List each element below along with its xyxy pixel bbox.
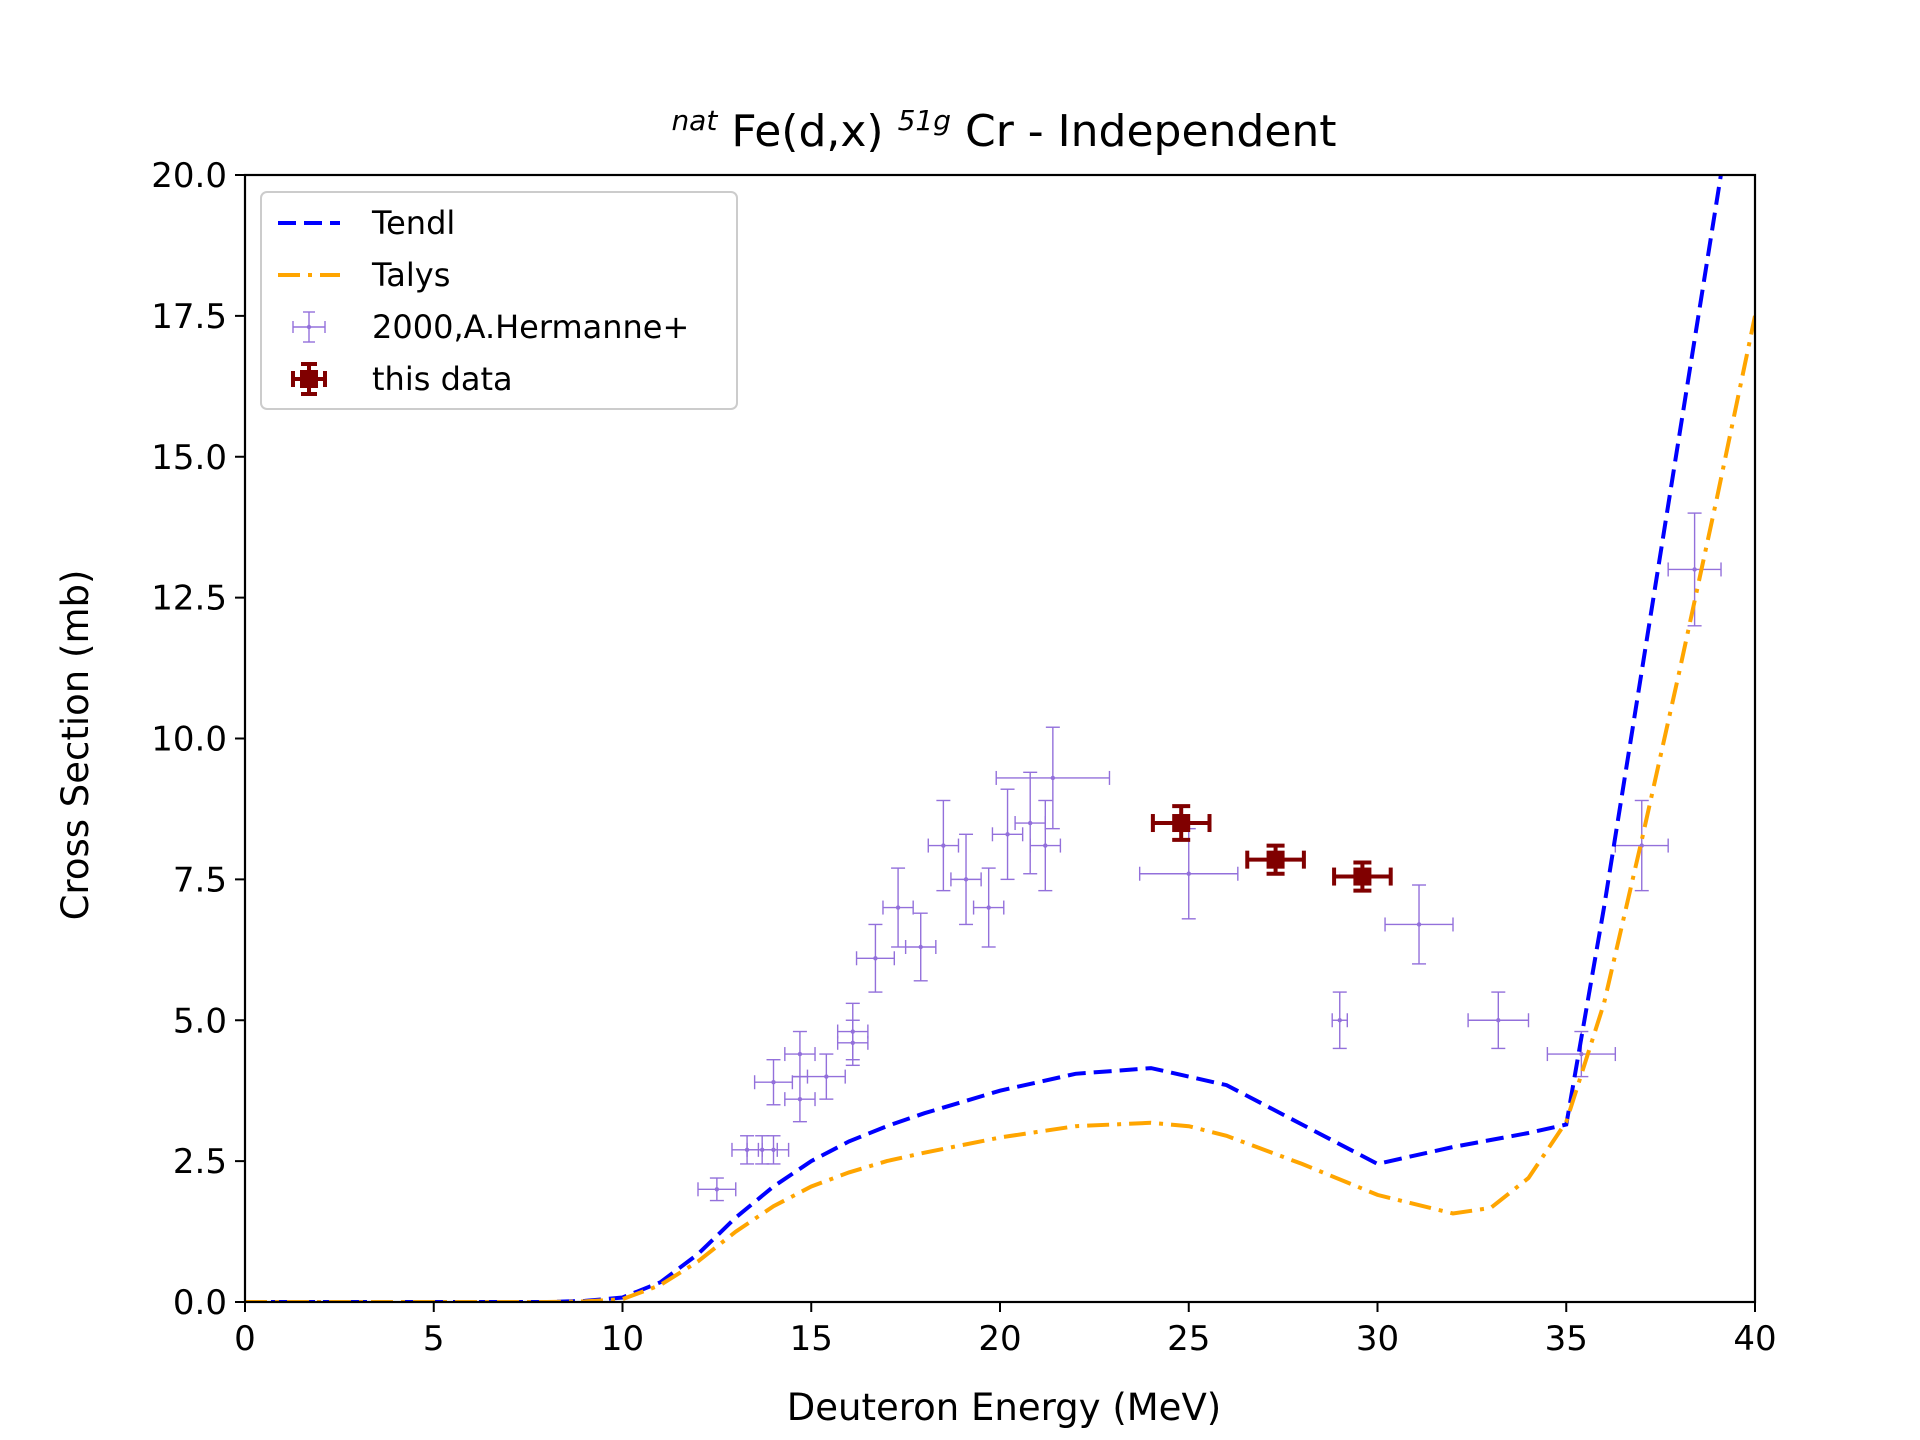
title-superscript-pre: nat bbox=[671, 104, 718, 137]
this-data-marker-0 bbox=[1172, 814, 1191, 833]
x-tick-label-40: 40 bbox=[1733, 1319, 1776, 1359]
hermanne-point-4 bbox=[753, 1058, 794, 1106]
this-data-point-2 bbox=[1332, 860, 1393, 893]
hermanne-marker-13 bbox=[941, 843, 946, 848]
series-hermanne bbox=[697, 512, 1722, 1202]
hermanne-point-7 bbox=[806, 1053, 846, 1100]
hermanne-marker-26 bbox=[1692, 567, 1697, 572]
hermanne-point-16 bbox=[991, 788, 1024, 881]
hermanne-marker-5 bbox=[797, 1096, 803, 1102]
hermanne-marker-0 bbox=[714, 1187, 720, 1192]
hermanne-point-12 bbox=[904, 912, 937, 982]
hermanne-point-20 bbox=[1138, 827, 1239, 920]
hermanne-marker-15 bbox=[986, 905, 991, 910]
hermanne-point-6 bbox=[784, 1030, 816, 1078]
x-tick-label-5: 5 bbox=[423, 1319, 445, 1359]
hermanne-point-0 bbox=[697, 1177, 737, 1202]
hermanne-point-9 bbox=[836, 1002, 869, 1061]
hermanne-point-25 bbox=[1614, 799, 1669, 892]
series-this-data bbox=[1150, 804, 1393, 893]
hermanne-point-13 bbox=[927, 799, 960, 892]
x-axis-label: Deuteron Energy (MeV) bbox=[787, 1386, 1221, 1429]
hermanne-point-15 bbox=[972, 867, 1005, 948]
legend-label-0: Tendl bbox=[371, 204, 455, 242]
hermanne-point-19 bbox=[995, 726, 1111, 830]
hermanne-point-18 bbox=[1029, 799, 1062, 892]
legend-item-1: Talys bbox=[278, 256, 450, 294]
y-axis: 0.0 2.5 5.0 7.5 10.0 12.5 15.0 17.5 20.0 bbox=[151, 156, 245, 1323]
y-tick-label-15.0: 15.0 bbox=[151, 438, 227, 478]
x-tick-label-20: 20 bbox=[978, 1319, 1021, 1359]
y-tick-label-12.5: 12.5 bbox=[151, 579, 227, 619]
x-tick-label-30: 30 bbox=[1356, 1319, 1399, 1359]
legend-swatch-hermanne bbox=[292, 311, 326, 343]
this-data-marker-2 bbox=[1353, 867, 1372, 886]
x-tick-label-15: 15 bbox=[790, 1319, 833, 1359]
legend-item-2: 2000,A.Hermanne+ bbox=[292, 308, 689, 346]
hermanne-point-17 bbox=[1014, 771, 1047, 875]
legend-item-3: this data bbox=[291, 360, 513, 398]
this-data-marker-1 bbox=[1266, 850, 1285, 869]
title-superscript-mid: 51g bbox=[898, 104, 951, 137]
y-tick-label-17.5: 17.5 bbox=[151, 297, 227, 337]
hermanne-marker-6 bbox=[797, 1051, 803, 1057]
hermanne-point-22 bbox=[1384, 884, 1454, 965]
hermanne-point-11 bbox=[882, 867, 914, 948]
hermanne-marker-9 bbox=[850, 1029, 855, 1034]
y-axis-label: Cross Section (mb) bbox=[54, 570, 97, 921]
hermanne-point-23 bbox=[1467, 991, 1530, 1050]
x-axis: 0 5 10 15 20 25 30 35 40 bbox=[234, 1302, 1777, 1359]
legend-box bbox=[260, 191, 738, 410]
y-tick-label-5.0: 5.0 bbox=[173, 1001, 227, 1041]
y-tick-label-2.5: 2.5 bbox=[173, 1142, 227, 1182]
x-tick-label-10: 10 bbox=[601, 1319, 644, 1359]
hermanne-marker-18 bbox=[1043, 843, 1048, 848]
x-tick-label-0: 0 bbox=[234, 1319, 256, 1359]
hermanne-marker-20 bbox=[1186, 871, 1191, 876]
y-tick-label-7.5: 7.5 bbox=[173, 860, 227, 900]
hermanne-marker-16 bbox=[1005, 832, 1010, 837]
hermanne-point-5 bbox=[784, 1075, 816, 1123]
x-tick-label-25: 25 bbox=[1167, 1319, 1210, 1359]
hermanne-marker-11 bbox=[895, 905, 901, 910]
this-data-point-1 bbox=[1245, 843, 1306, 876]
hermanne-marker-22 bbox=[1416, 922, 1422, 927]
hermanne-marker-19 bbox=[1050, 775, 1056, 781]
legend-item-0: Tendl bbox=[278, 204, 455, 242]
legend-label-2: 2000,A.Hermanne+ bbox=[372, 308, 689, 346]
hermanne-marker-17 bbox=[1028, 820, 1033, 826]
hermanne-point-3 bbox=[757, 1135, 790, 1165]
hermanne-marker-21 bbox=[1337, 1018, 1342, 1023]
hermanne-marker-10 bbox=[873, 956, 878, 961]
hermanne-point-10 bbox=[855, 923, 895, 993]
legend-hermanne-marker bbox=[306, 324, 312, 330]
hermanne-point-21 bbox=[1331, 991, 1349, 1050]
legend: Tendl Talys 2000,A.Hermanne+ this data bbox=[260, 191, 738, 410]
hermanne-marker-12 bbox=[918, 944, 923, 950]
legend-this-marker bbox=[300, 370, 318, 388]
hermanne-marker-24 bbox=[1579, 1051, 1584, 1057]
hermanne-point-14 bbox=[950, 833, 982, 926]
y-tick-label-10.0: 10.0 bbox=[151, 720, 227, 760]
hermanne-marker-4 bbox=[771, 1080, 776, 1085]
y-tick-label-20.0: 20.0 bbox=[151, 156, 227, 196]
this-data-point-0 bbox=[1150, 804, 1212, 842]
hermanne-marker-23 bbox=[1496, 1018, 1501, 1023]
legend-label-3: this data bbox=[372, 360, 513, 398]
y-tick-label-0.0: 0.0 bbox=[173, 1283, 227, 1323]
hermanne-marker-3 bbox=[771, 1147, 776, 1153]
hermanne-marker-7 bbox=[824, 1074, 829, 1079]
legend-label-1: Talys bbox=[371, 256, 450, 294]
chart-title: nat Fe(d,x) 51g Cr - Independent bbox=[671, 90, 1336, 157]
legend-swatch-this-data bbox=[291, 362, 327, 396]
title-rest: Cr - Independent bbox=[965, 106, 1337, 157]
series-line-talys bbox=[245, 315, 1755, 1302]
title-base: Fe(d,x) bbox=[731, 106, 883, 157]
hermanne-marker-14 bbox=[963, 877, 969, 882]
x-tick-label-35: 35 bbox=[1545, 1319, 1588, 1359]
